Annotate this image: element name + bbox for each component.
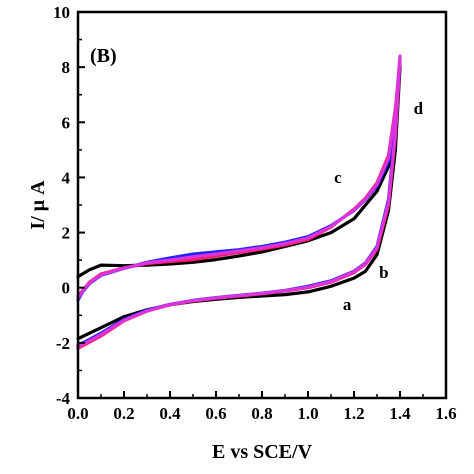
series-curve-1	[76, 60, 402, 350]
y-tick-label: 4	[62, 168, 71, 187]
y-tick-label: 0	[62, 279, 71, 298]
x-tick-label: 1.6	[435, 404, 456, 423]
x-tick-label: 0.8	[251, 404, 272, 423]
y-tick-label: 6	[62, 113, 71, 132]
x-tick-label: 1.0	[297, 404, 318, 423]
curve-label-d: d	[414, 99, 424, 118]
curve-label-a: a	[343, 295, 352, 314]
panel-label: (B)	[90, 45, 117, 67]
series-layer	[76, 54, 402, 350]
tick-layer: 0.0 0.2 0.4 0.6 0.8 1.0 1.2 1.4 1.6 -4 -2 0 2 4 6 8 10	[53, 3, 457, 423]
y-axis-label: I/ μ A	[27, 180, 49, 230]
x-tick-label: 0.4	[159, 404, 181, 423]
series-curve-0	[76, 65, 402, 341]
x-tick-label: 1.4	[389, 404, 411, 423]
x-tick-label: 0.2	[113, 404, 134, 423]
y-tick-label: 2	[62, 224, 71, 243]
curve-label-b: b	[379, 263, 388, 282]
y-tick-label: 8	[62, 58, 71, 77]
y-tick-label: -2	[56, 334, 70, 353]
series-curve-3	[76, 54, 402, 349]
series-curve-2	[76, 57, 402, 348]
y-tick-label: 10	[53, 3, 70, 22]
annotation-layer: a b c d	[334, 99, 424, 314]
x-axis-label: E vs SCE/V	[212, 441, 313, 463]
curve-label-c: c	[334, 168, 342, 187]
x-tick-label: 1.2	[343, 404, 364, 423]
y-tick-label: -4	[56, 389, 71, 408]
x-tick-label: 0.0	[67, 404, 88, 423]
plot-frame	[76, 10, 448, 400]
x-tick-label: 0.6	[205, 404, 226, 423]
